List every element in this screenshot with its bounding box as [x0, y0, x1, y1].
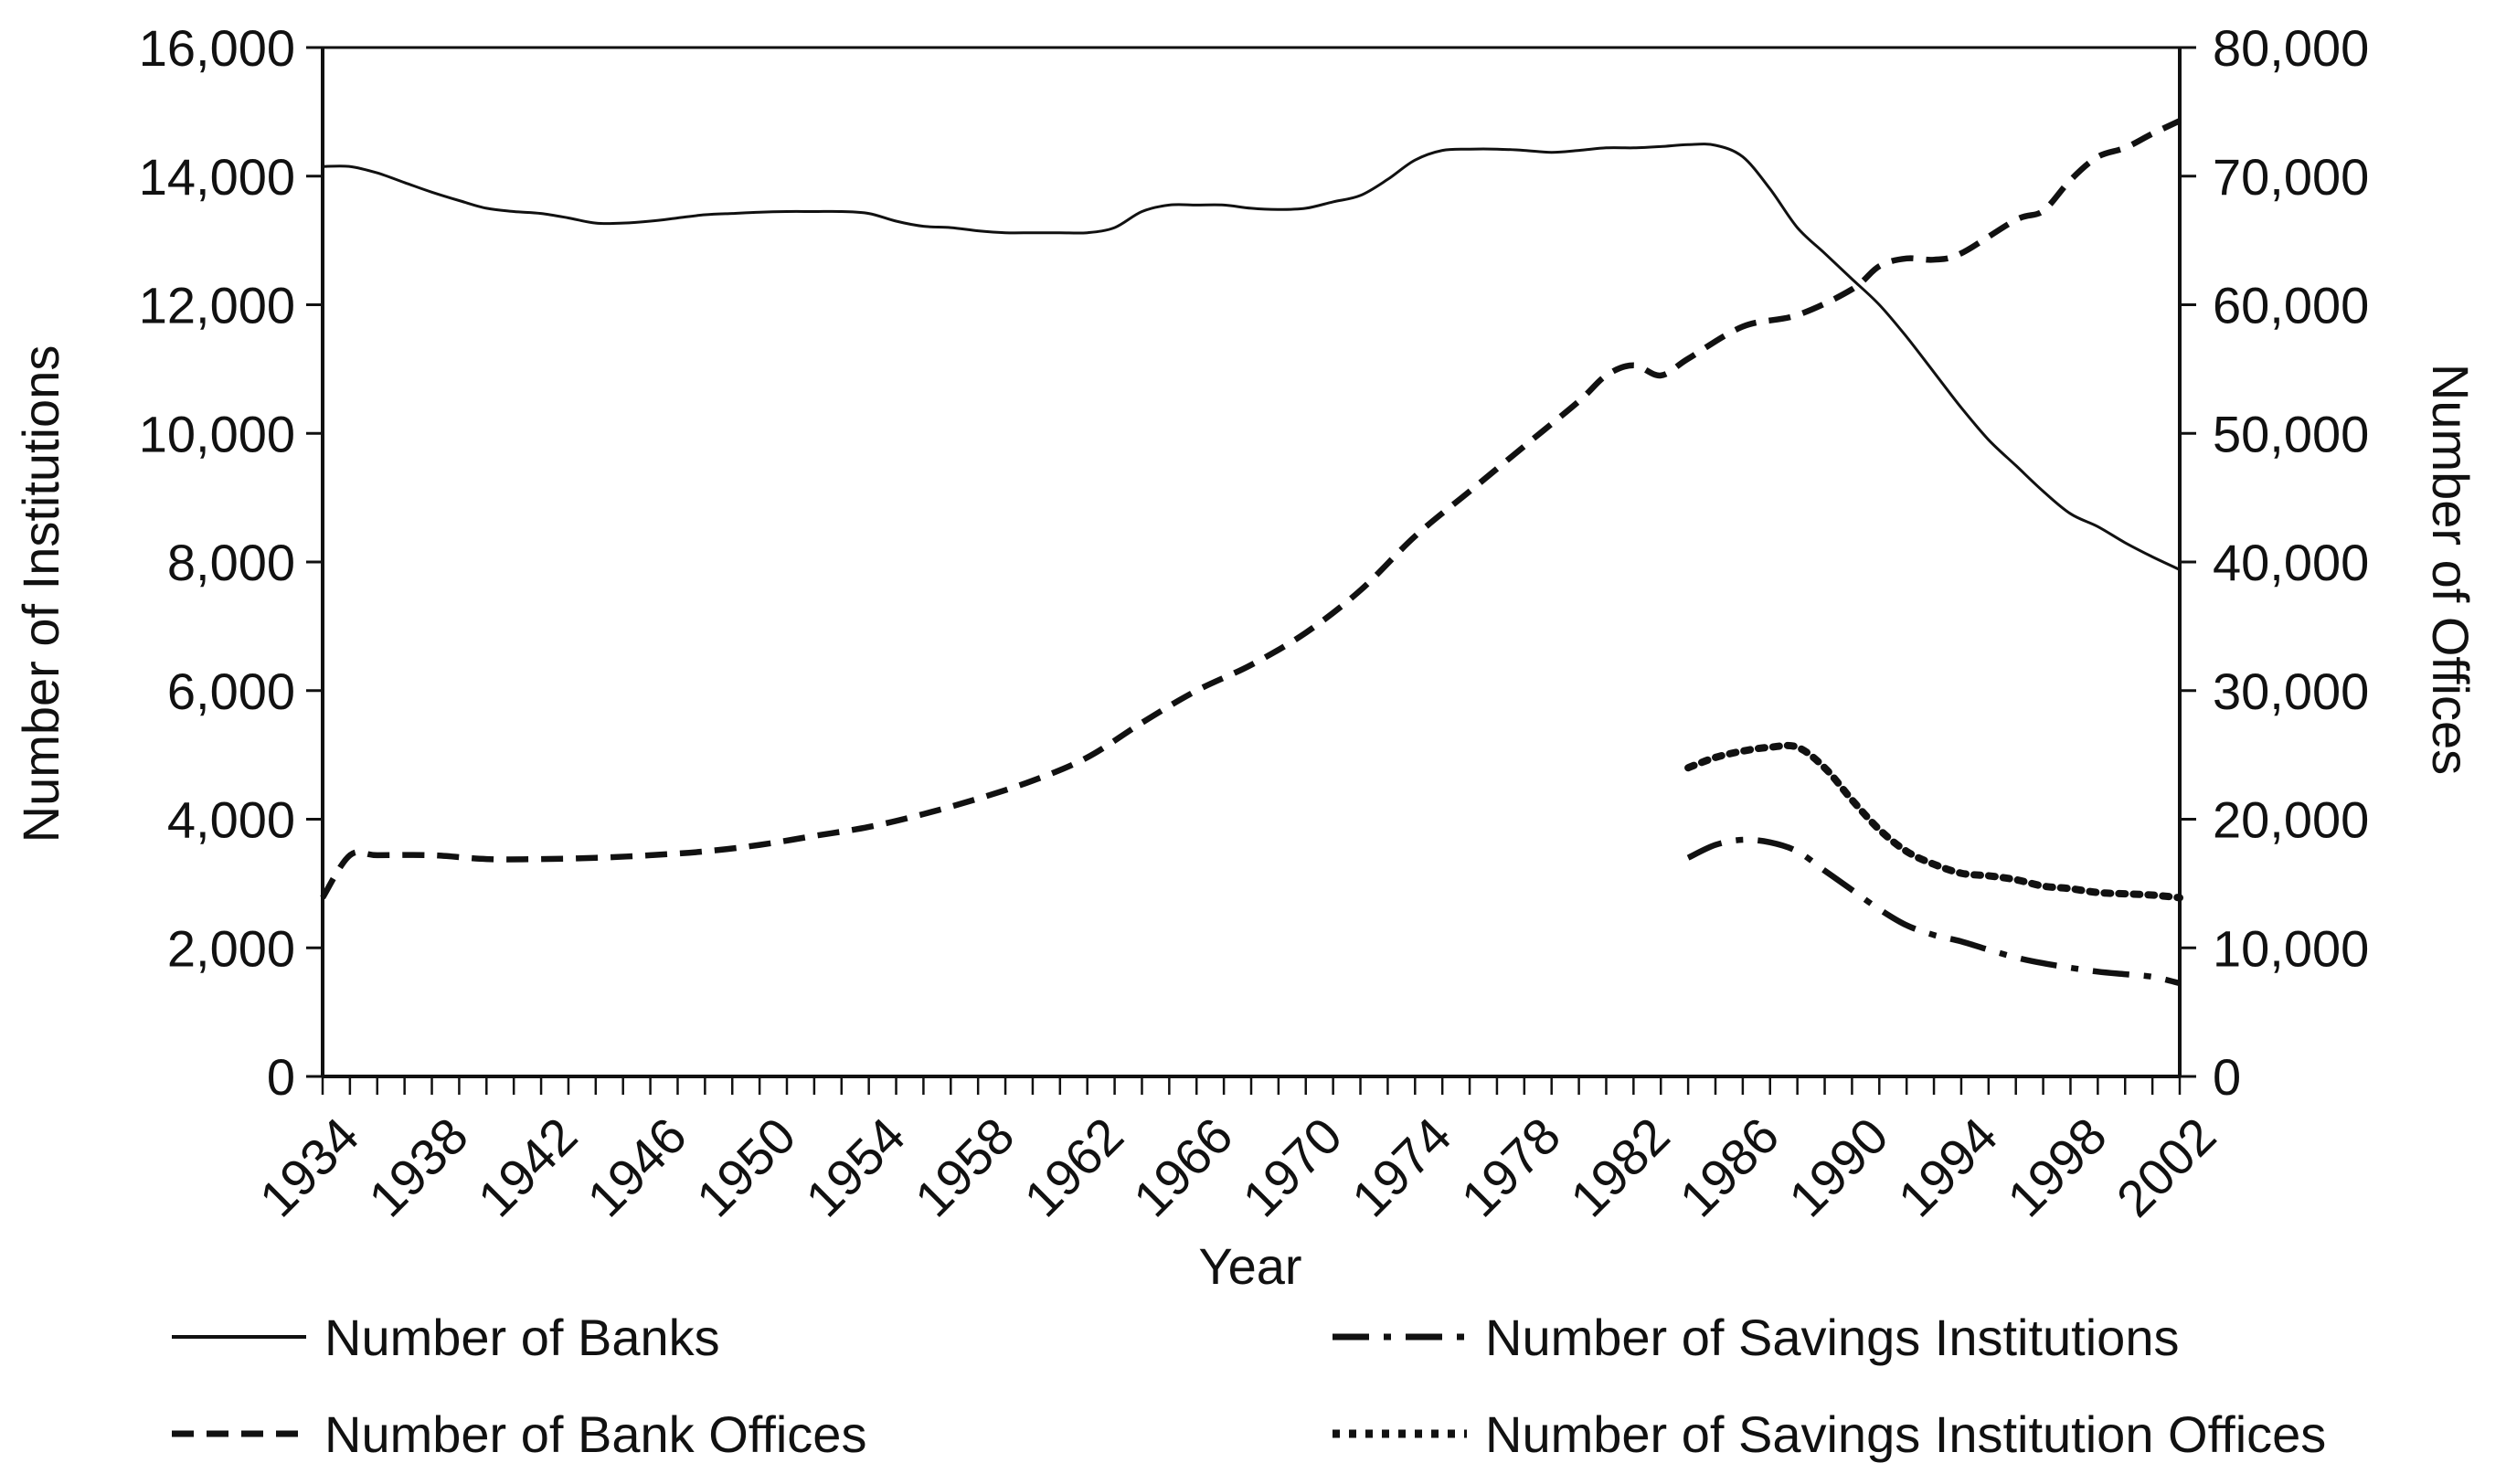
left-y-tick-label: 6,000: [167, 662, 295, 720]
x-tick-label: 1958: [904, 1107, 1025, 1228]
right-y-tick-label: 70,000: [2213, 148, 2369, 206]
x-tick-label: 1986: [1669, 1107, 1790, 1228]
series-line-number-of-bank-offices: [320, 118, 2182, 900]
legend-item-savings-institutions: Number of Savings Institutions: [1333, 1309, 2179, 1366]
legend-item-savings-institution-offices: Number of Savings Institution Offices: [1333, 1405, 2326, 1463]
left-y-tick-label: 12,000: [139, 277, 295, 334]
right-y-tick-label: 40,000: [2213, 534, 2369, 591]
x-tick-label: 1950: [685, 1107, 807, 1228]
legend-label-savings-institutions: Number of Savings Institutions: [1485, 1309, 2179, 1366]
x-tick-label: 1978: [1450, 1107, 1572, 1228]
left-y-axis-title: Number of Institutions: [12, 345, 69, 843]
legend-label-banks: Number of Banks: [324, 1309, 720, 1366]
right-y-tick-label: 60,000: [2213, 277, 2369, 334]
x-tick-label: 1938: [357, 1107, 479, 1228]
legend: Number of Banks Number of Savings Instit…: [172, 1309, 2326, 1463]
right-y-tick-label: 30,000: [2213, 662, 2369, 720]
left-y-tick-label: 0: [267, 1048, 295, 1106]
left-y-tick-label: 2,000: [167, 919, 295, 977]
x-tick-label: 1990: [1778, 1107, 1899, 1228]
x-tick-label: 1954: [794, 1107, 916, 1228]
x-tick-label: 1966: [1122, 1107, 1244, 1228]
series-line-number-of-banks: [322, 143, 2181, 571]
right-y-tick-label: 20,000: [2213, 791, 2369, 849]
x-tick-label: 1934: [249, 1107, 370, 1228]
series-layer: [320, 118, 2183, 987]
left-y-tick-label: 10,000: [139, 405, 295, 462]
left-y-tick-label: 14,000: [139, 148, 295, 206]
x-tick-label: 1970: [1231, 1107, 1353, 1228]
axis-titles: Year Number of Institutions Number of Of…: [12, 345, 2479, 1295]
right-y-axis-title: Number of Offices: [2422, 364, 2479, 775]
right-y-tick-label: 80,000: [2213, 19, 2369, 77]
x-tick-label: 1962: [1013, 1107, 1134, 1228]
x-axis-title: Year: [1198, 1237, 1301, 1295]
x-tick-label: 1946: [576, 1107, 697, 1228]
legend-label-savings-institution-offices: Number of Savings Institution Offices: [1485, 1405, 2326, 1463]
legend-item-banks: Number of Banks: [172, 1309, 720, 1366]
x-tick-label: 2002: [2106, 1107, 2227, 1228]
x-tick-label: 1942: [467, 1107, 589, 1228]
x-tick-label: 1994: [1887, 1107, 2009, 1228]
axes-layer: 0 2,000 4,000 6,000 8,000 10,000 12,000 14,000 1…: [139, 19, 2370, 1227]
x-tick-label: 1974: [1341, 1107, 1462, 1228]
series-line-number-of-savings-institutions: [1686, 836, 2181, 987]
legend-label-bank-offices: Number of Bank Offices: [324, 1405, 866, 1463]
right-y-tick-label: 0: [2213, 1048, 2241, 1106]
left-y-tick-label: 16,000: [139, 19, 295, 77]
left-y-tick-label: 8,000: [167, 534, 295, 591]
left-y-tick-label: 4,000: [167, 791, 295, 849]
legend-item-bank-offices: Number of Bank Offices: [172, 1405, 866, 1463]
x-tick-label: 1982: [1559, 1107, 1681, 1228]
x-tick-label: 1998: [1996, 1107, 2118, 1228]
series-line-number-of-savings-institution-offices: [1684, 741, 2183, 902]
right-y-tick-label: 50,000: [2213, 405, 2369, 462]
right-y-tick-label: 10,000: [2213, 919, 2369, 977]
